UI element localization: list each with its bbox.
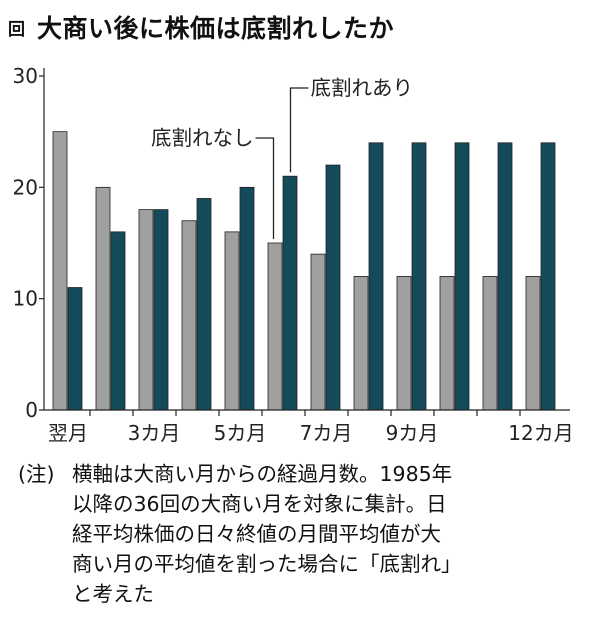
- bar-breakdown: [153, 209, 169, 411]
- bar-no-breakdown: [267, 242, 283, 411]
- y-tick-label: 10: [13, 287, 38, 311]
- bar-no-breakdown: [353, 275, 369, 411]
- bar-breakdown: [67, 287, 83, 411]
- bar-no-breakdown: [396, 275, 412, 411]
- y-tick-label: 0: [25, 398, 38, 422]
- chart-title: 大商い後に株価は底割れしたか: [37, 14, 395, 43]
- x-tick-label: 7カ月: [300, 421, 353, 445]
- bar-chart: 0 10 20 30 翌月 3カ月 5カ月 7カ月 9カ月 12カ月 底割れなし 底割れあり: [13, 64, 574, 445]
- series-label-no-breakdown: 底割れなし: [151, 126, 254, 150]
- x-tick-label: 3カ月: [128, 421, 181, 445]
- bar-breakdown: [282, 175, 298, 411]
- footnote-line: 商い月の平均値を割った場合に「底割れ」: [72, 552, 462, 576]
- figure-mark: 回: [8, 19, 25, 40]
- bar-no-breakdown: [95, 186, 111, 411]
- bar-no-breakdown: [310, 253, 326, 411]
- bar-no-breakdown: [224, 231, 240, 411]
- bar-breakdown: [325, 164, 341, 411]
- leader-line-breakdown: [289, 87, 309, 173]
- y-tick-label: 20: [13, 175, 38, 199]
- bar-breakdown: [497, 142, 513, 411]
- series-label-breakdown: 底割れあり: [311, 76, 414, 100]
- bar-breakdown: [196, 198, 212, 411]
- bar-no-breakdown: [52, 131, 68, 411]
- footnote-line: 経平均株価の日々終値の月間平均値が大: [72, 522, 441, 546]
- bar-no-breakdown: [138, 209, 154, 411]
- bar-no-breakdown: [439, 275, 455, 411]
- bar-breakdown: [540, 142, 556, 411]
- bar-no-breakdown: [181, 220, 197, 411]
- x-tick-label: 5カ月: [214, 421, 267, 445]
- x-tick-label: 12カ月: [508, 421, 573, 445]
- footnote-line: と考えた: [72, 582, 154, 606]
- leader-line-no-breakdown: [255, 137, 275, 239]
- bar-breakdown: [368, 142, 384, 411]
- bar-no-breakdown: [525, 275, 541, 411]
- footnote-body: 横軸は大商い月からの経過月数。1985年 以降の36回の大商い月を対象に集計。日…: [72, 459, 588, 609]
- x-tick-label: 9カ月: [386, 421, 439, 445]
- bar-breakdown: [239, 186, 255, 411]
- bar-no-breakdown: [482, 275, 498, 411]
- footnote: (注) 横軸は大商い月からの経過月数。1985年 以降の36回の大商い月を対象に…: [18, 459, 588, 609]
- y-tick-label: 30: [13, 64, 38, 88]
- bar-breakdown: [454, 142, 470, 411]
- footnote-label: (注): [18, 462, 55, 486]
- footnote-line: 横軸は大商い月からの経過月数。1985年: [72, 462, 453, 486]
- bar-breakdown: [110, 231, 126, 411]
- x-tick-label: 翌月: [48, 421, 88, 445]
- title-row: 回 大商い後に株価は底割れしたか: [8, 10, 394, 44]
- footnote-line: 以降の36回の大商い月を対象に集計。日: [72, 492, 447, 516]
- bar-breakdown: [411, 142, 427, 411]
